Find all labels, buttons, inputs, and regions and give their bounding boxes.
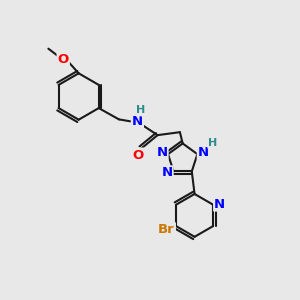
- Text: N: N: [132, 115, 143, 128]
- Text: O: O: [133, 148, 144, 162]
- Text: H: H: [208, 138, 218, 148]
- Text: N: N: [198, 146, 209, 159]
- Text: Br: Br: [158, 223, 175, 236]
- Text: N: N: [214, 198, 225, 211]
- Text: O: O: [58, 53, 69, 66]
- Text: N: N: [157, 146, 168, 159]
- Text: N: N: [161, 167, 172, 179]
- Text: H: H: [136, 106, 146, 116]
